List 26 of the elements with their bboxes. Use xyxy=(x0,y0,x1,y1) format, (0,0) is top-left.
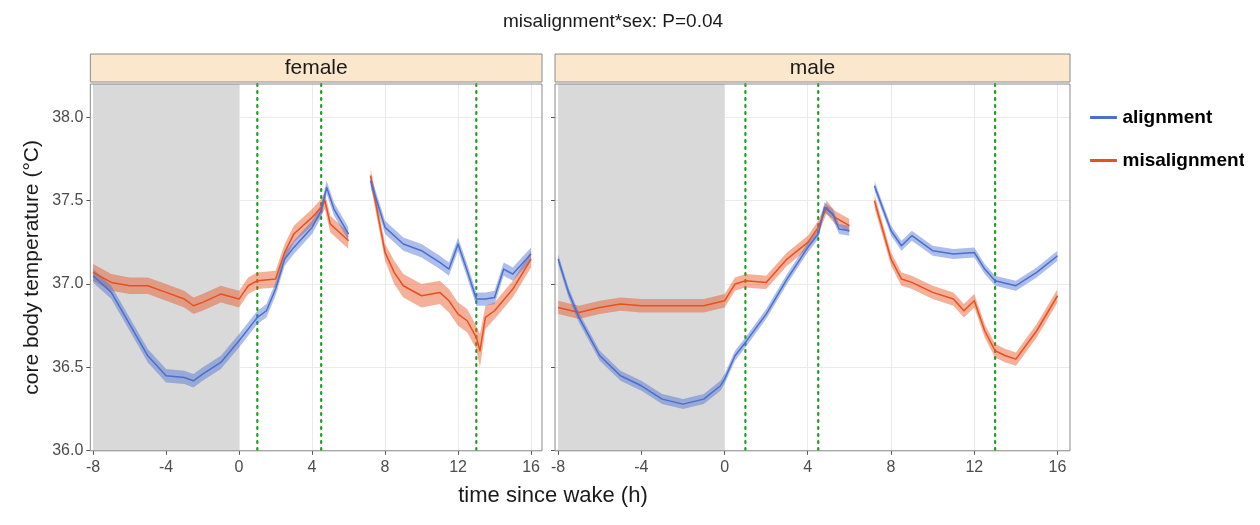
x-tick-label: 0 xyxy=(720,457,730,475)
y-axis-title: core body temperature (°C) xyxy=(19,140,43,395)
x-tick-label: 4 xyxy=(803,457,813,475)
y-tick-label: 37.5 xyxy=(52,191,84,209)
x-tick-label: 16 xyxy=(522,457,541,475)
y-tick-label: 38.0 xyxy=(52,107,84,125)
legend-label: misalignment xyxy=(1122,148,1246,170)
chart-title: male xyxy=(789,54,836,78)
x-tick-label: -8 xyxy=(85,457,101,475)
x-tick-label: 12 xyxy=(965,457,984,475)
chart-title: female xyxy=(284,54,348,78)
x-tick-label: 12 xyxy=(449,457,468,475)
y-tick-label: 36.5 xyxy=(52,357,84,375)
x-tick-label: 8 xyxy=(886,457,896,475)
x-tick-label: -4 xyxy=(158,457,174,475)
x-axis-title: time since wake (h) xyxy=(457,482,649,508)
x-tick-label: 16 xyxy=(1048,457,1067,475)
x-tick-label: 4 xyxy=(307,457,317,475)
text: misalignment*sex: P=0.04 xyxy=(502,10,724,31)
x-tick-label: 0 xyxy=(234,457,244,475)
x-tick-label: 8 xyxy=(380,457,390,475)
legend-label: alignment xyxy=(1122,105,1213,127)
x-tick-label: -8 xyxy=(551,457,566,475)
x-tick-label: -4 xyxy=(634,457,649,475)
y-tick-label: 37.0 xyxy=(52,274,84,292)
y-tick-label: 36.0 xyxy=(52,441,84,459)
